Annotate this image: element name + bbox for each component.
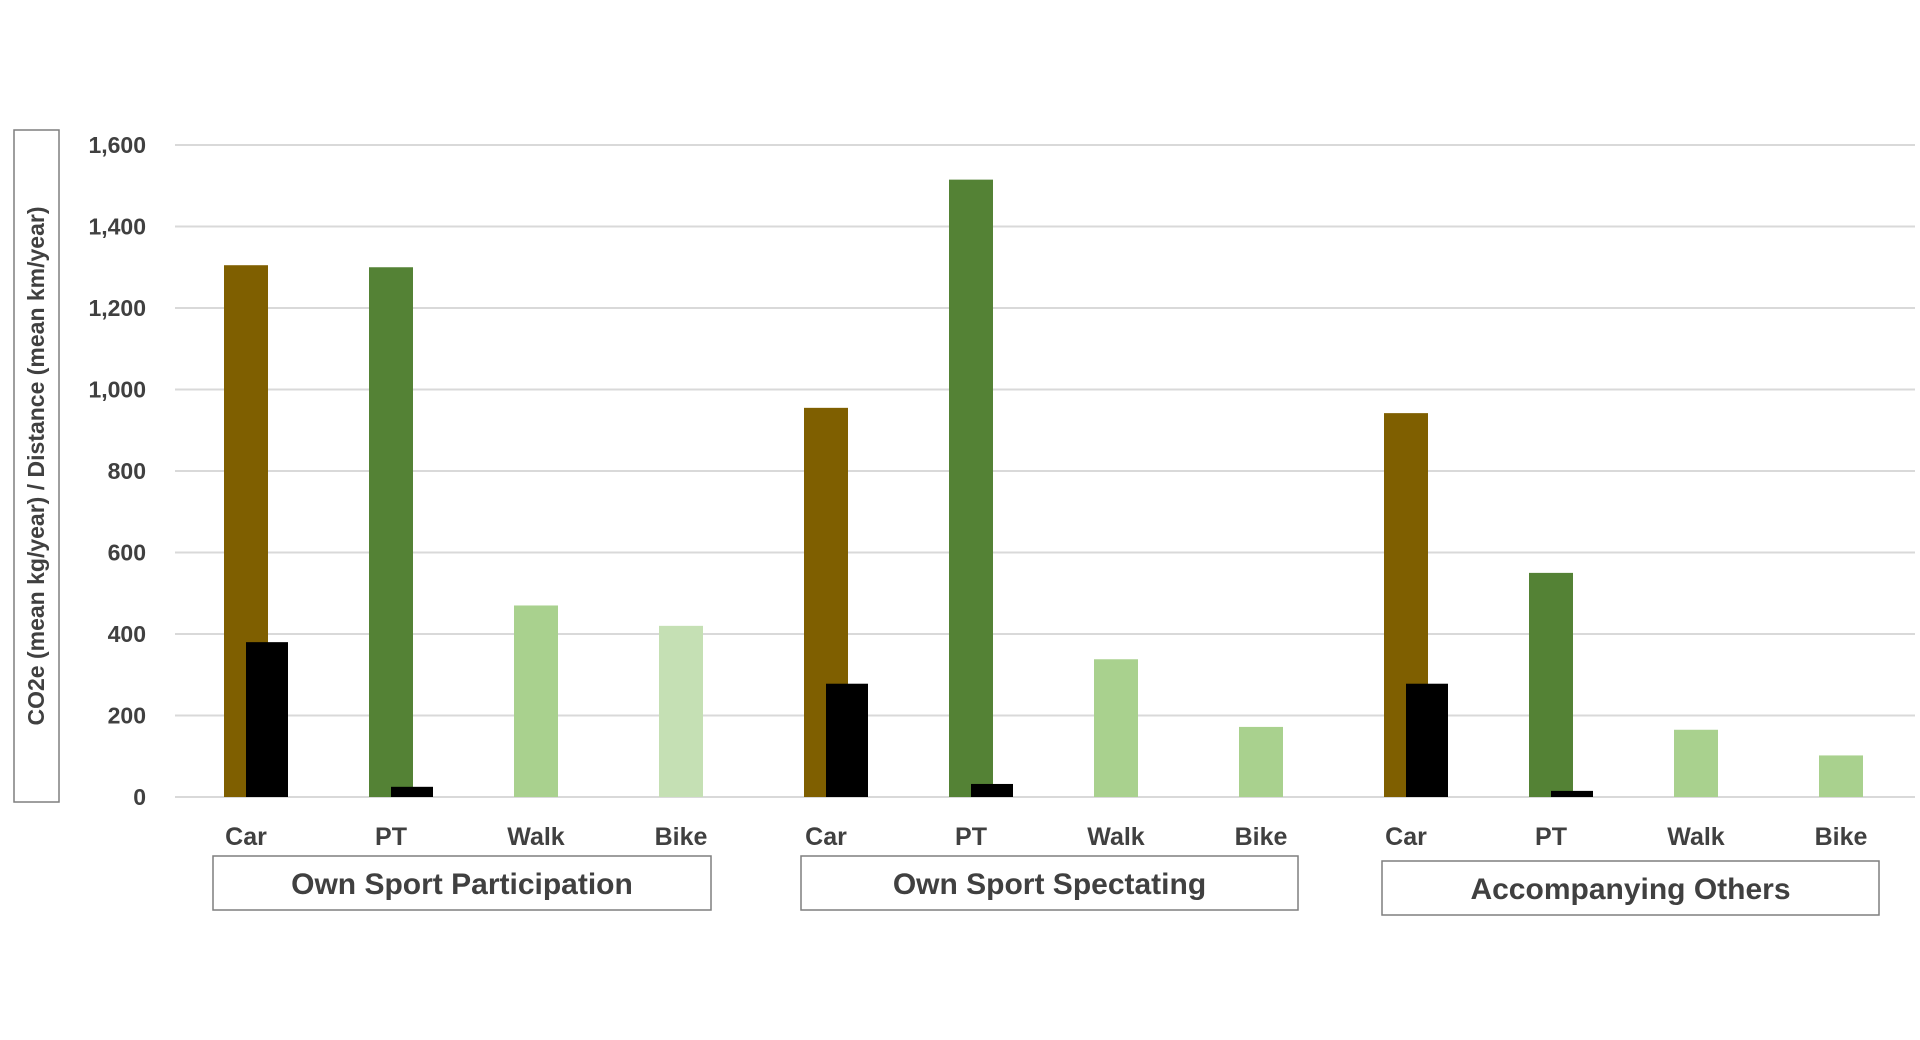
- y-tick-label: 400: [108, 621, 146, 647]
- category-label: PT: [1535, 823, 1567, 851]
- y-tick-label: 1,000: [88, 377, 146, 403]
- category-label: Walk: [1667, 823, 1725, 851]
- group-label: Accompanying Others: [1470, 873, 1790, 906]
- bars: [224, 179, 1863, 797]
- y-tick-label: 0: [133, 784, 146, 810]
- y-tick-label: 1,400: [88, 214, 146, 240]
- bar-distance-walk: [1094, 659, 1138, 797]
- y-tick-label: 1,200: [88, 295, 146, 321]
- bar-co2e-pt: [1551, 790, 1593, 797]
- category-labels: Car PT Walk Bike Car PT Walk Bike Car PT Walk Bike: [225, 823, 1867, 851]
- category-label: Walk: [507, 823, 565, 851]
- group-label-box: [212, 855, 712, 911]
- category-label: Car: [805, 823, 847, 851]
- category-label: Bike: [1235, 823, 1288, 851]
- group-label: Own Sport Participation: [291, 868, 633, 901]
- y-tick-labels: 0 200 400 600 800 1,000 1,200 1,400 1,600: [88, 132, 146, 810]
- y-tick-label: 1,600: [88, 132, 146, 158]
- bar-distance-walk: [1674, 729, 1718, 797]
- group-label-box: [800, 855, 1299, 911]
- y-tick-label: 800: [108, 458, 146, 484]
- y-axis-title-frame: [13, 129, 60, 803]
- bar-distance-pt: [369, 267, 413, 797]
- y-axis-title: CO2e (mean kg/year) / Distance (mean km/…: [23, 206, 49, 725]
- bar-distance-bike: [659, 625, 703, 797]
- y-axis-title-box: CO2e (mean kg/year) / Distance (mean km/…: [13, 129, 60, 803]
- group-label: Own Sport Spectating: [893, 868, 1206, 901]
- bar-co2e-car: [1406, 683, 1448, 797]
- group-labels: Own Sport Participation Own Sport Spectat…: [212, 855, 1880, 916]
- category-label: PT: [955, 823, 987, 851]
- y-tick-label: 600: [108, 540, 146, 566]
- category-label: Car: [1385, 823, 1427, 851]
- bar-distance-walk: [514, 605, 558, 797]
- bar-co2e-car: [826, 683, 868, 797]
- bar-distance-pt: [1529, 572, 1573, 797]
- gridlines: [175, 144, 1915, 798]
- category-label: Bike: [655, 823, 708, 851]
- category-label: Walk: [1087, 823, 1145, 851]
- bar-distance-bike: [1239, 726, 1283, 797]
- group-label-box: [1381, 860, 1880, 916]
- category-label: Car: [225, 823, 267, 851]
- y-tick-label: 200: [108, 703, 146, 729]
- bar-distance-bike: [1819, 755, 1863, 797]
- bar-co2e-car: [246, 642, 288, 797]
- bar-distance-pt: [949, 179, 993, 797]
- bar-co2e-pt: [971, 783, 1013, 797]
- category-label: PT: [375, 823, 407, 851]
- category-label: Bike: [1815, 823, 1868, 851]
- bar-co2e-pt: [391, 786, 433, 797]
